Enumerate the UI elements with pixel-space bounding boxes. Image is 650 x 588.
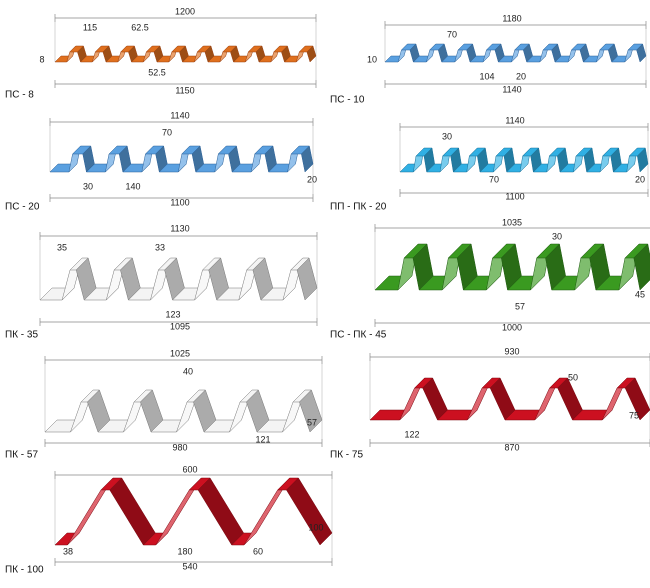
sheet-face — [306, 45, 317, 63]
dimension-label: 1095 — [170, 321, 190, 331]
profile: ПП - ПК - 20 1140 30 70 20 1100 — [330, 115, 649, 213]
dimension-label: 20 — [307, 174, 317, 184]
dimension-label: 50 — [568, 372, 578, 382]
dimension-label: 1025 — [170, 348, 190, 358]
dimension-label: 121 — [255, 434, 270, 444]
sheet-face — [286, 477, 333, 546]
profile: ПС - ПК - 45 1035 30 57 45 1000 — [330, 217, 650, 341]
dimension-label: 1035 — [502, 217, 522, 227]
sheet-face — [624, 377, 650, 421]
dimension-label: 1140 — [502, 84, 521, 94]
dimension-label: 75 — [629, 410, 639, 420]
dimension-label: 540 — [182, 561, 197, 571]
dimension-label: 20 — [635, 174, 645, 184]
profile: ПС - 8 1200 115 62.5 8 52.5 1150 — [5, 6, 317, 101]
dimension-label: 1140 — [505, 115, 524, 125]
dimension-label: 1140 — [170, 110, 189, 120]
sheet-face — [109, 477, 156, 546]
dimension-label: 62.5 — [131, 22, 149, 32]
dimension-label: 38 — [63, 546, 73, 556]
dimension-label: 122 — [404, 429, 419, 439]
dimension-label: 60 — [253, 546, 263, 556]
profile-name: ПК - 100 — [5, 565, 44, 576]
profile: ПК - 57 1025 40 121 57 980 — [5, 348, 323, 461]
dimension-label: 1000 — [502, 322, 522, 332]
dimension-label: 45 — [635, 289, 645, 299]
dimension-label: 980 — [172, 442, 187, 452]
profile: ПС - 10 1180 70 10 104 20 1140 — [330, 13, 647, 106]
profile-name: ПП - ПК - 20 — [330, 202, 387, 213]
dimension-label: 35 — [57, 242, 67, 252]
dimension-label: 10 — [367, 54, 377, 64]
dimension-label: 57 — [307, 417, 317, 427]
dimension-label: 100 — [308, 522, 323, 532]
dimension-label: 40 — [183, 366, 193, 376]
dimension-label: 30 — [442, 131, 452, 141]
dimension-label: 1130 — [170, 223, 189, 233]
profile-name: ПС - 10 — [330, 95, 365, 106]
dimension-label: 1200 — [175, 6, 195, 16]
profile-name: ПС - ПК - 45 — [330, 330, 387, 341]
dimension-label: 52.5 — [148, 67, 166, 77]
sheet-face — [299, 389, 323, 433]
sheet-face — [636, 43, 647, 63]
profile: ПК - 75 930 50 75 122 870 — [330, 346, 650, 461]
profile: ПК - 100 600 100 38 180 60 540 — [5, 464, 333, 576]
dimension-label: 70 — [489, 174, 499, 184]
dimension-label: 180 — [177, 546, 192, 556]
dimension-label: 1100 — [505, 191, 524, 201]
dimension-label: 70 — [162, 127, 172, 137]
profile-name: ПС - 8 — [5, 90, 34, 101]
dimension-label: 8 — [39, 54, 44, 64]
dimension-label: 600 — [182, 464, 197, 474]
dimension-label: 870 — [504, 442, 519, 452]
dimension-label: 1180 — [502, 13, 521, 23]
dimension-label: 140 — [125, 181, 140, 191]
dimension-label: 57 — [515, 301, 525, 311]
dimension-label: 1100 — [170, 197, 189, 207]
sheet-face — [633, 243, 650, 291]
profile-name: ПК - 57 — [5, 450, 38, 461]
dimension-label: 930 — [504, 346, 519, 356]
profile: ПК - 35 1130 35 33 123 1095 — [5, 223, 318, 341]
dimension-label: 115 — [83, 22, 97, 32]
dimension-label: 20 — [516, 71, 526, 81]
sheet-face — [301, 145, 314, 173]
dimension-label: 104 — [479, 71, 494, 81]
dimension-label: 33 — [155, 242, 165, 252]
profile-name: ПС - 20 — [5, 202, 40, 213]
dimension-label: 1150 — [175, 85, 194, 95]
profile-name: ПК - 75 — [330, 450, 363, 461]
sheet-face — [296, 257, 318, 301]
profile-name: ПК - 35 — [5, 330, 38, 341]
sheet-face — [637, 147, 649, 173]
dimension-label: 30 — [552, 231, 562, 241]
dimension-label: 30 — [83, 181, 93, 191]
sheet-face — [197, 477, 244, 546]
profile: ПС - 20 1140 70 30 140 20 1100 — [5, 110, 317, 212]
dimension-label: 70 — [447, 29, 457, 39]
dimension-label: 123 — [165, 309, 180, 319]
